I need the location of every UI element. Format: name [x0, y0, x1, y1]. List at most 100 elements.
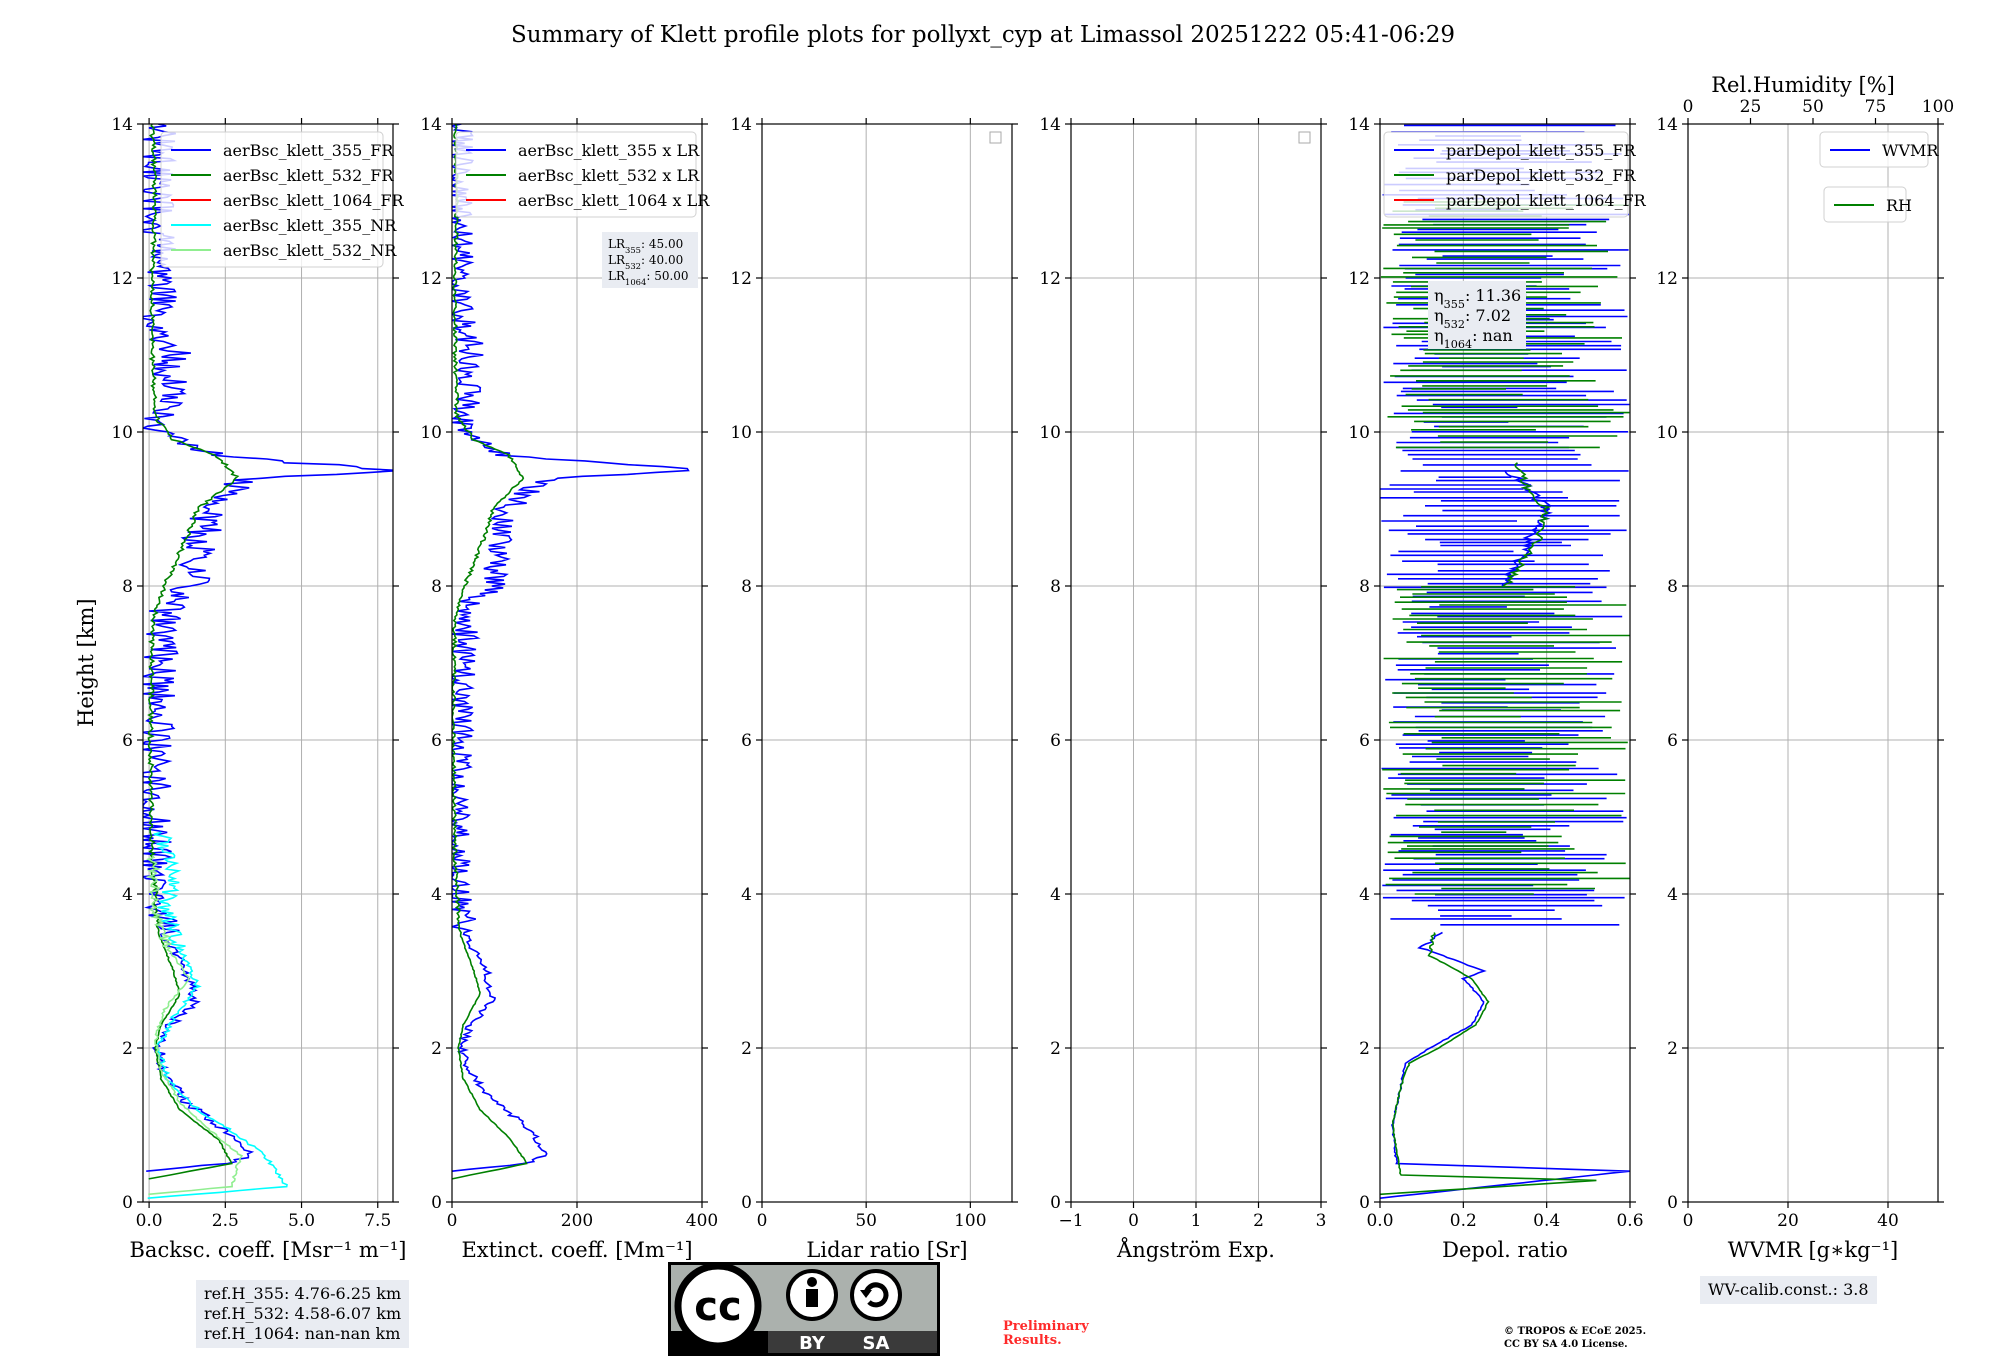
sa-arrow-icon [863, 1282, 889, 1308]
axes-frame [1379, 123, 1631, 1203]
annotation-line: η355: 11.36 [1434, 286, 1521, 311]
ytick-label: 6 [1667, 731, 1678, 751]
legend-bsc: aerBsc_klett_355_FR aerBsc_klett_532_FRae… [160, 131, 405, 268]
by-person-body-icon [806, 1289, 818, 1307]
xtick-label: 20 [1777, 1211, 1799, 1231]
legend-label: aerBsc_klett_532_FR [223, 166, 394, 185]
ref-height-532: ref.H_532: 4.58-6.07 km [204, 1304, 402, 1323]
ytick-label: 8 [741, 577, 752, 597]
xtick-label: 2.5 [212, 1211, 239, 1231]
xtick-label: 2 [1253, 1211, 1264, 1231]
ytick-label: 12 [730, 269, 752, 289]
legend-depol: parDepol_klett_355_FR parDepol_klett_532_… [1383, 131, 1647, 218]
axes-frame [761, 123, 1013, 1203]
panel-depol: 0 2 4 6 8 10 12 14 0.0 0.2 0.4 0.6 Depol. ratio parDe… [1348, 115, 1646, 1262]
ytick-label: 14 [1656, 115, 1678, 135]
annotation-box [602, 232, 698, 288]
legend-wvmr: WVMR [1819, 131, 1939, 168]
ytick-label: 0 [741, 1193, 752, 1213]
xtick-label: 40 [1877, 1211, 1899, 1231]
xtick-label: 0 [447, 1211, 458, 1231]
figure-title: Summary of Klett profile plots for polly… [510, 22, 1456, 48]
ytick-label: 4 [1667, 885, 1678, 905]
ytick-label: 2 [1359, 1039, 1370, 1059]
legend-label: parDepol_klett_1064_FR [1446, 191, 1647, 210]
annotation-line: LR532: 40.00 [608, 253, 683, 271]
copyright-line-2: CC BY SA 4.0 License. [1504, 1339, 1628, 1350]
x-axis-label: WVMR [g∗kg⁻¹] [1728, 1238, 1899, 1262]
axes-frame [1687, 123, 1939, 1203]
legend-box [160, 131, 384, 268]
annotation-line: LR1064: 50.00 [608, 269, 689, 287]
sa-icon [850, 1269, 902, 1321]
series-line [1501, 470, 1553, 587]
by-text: BY [799, 1333, 826, 1354]
top-xtick-label: 25 [1740, 97, 1762, 117]
ref-height-1064: ref.H_1064: nan-nan km [204, 1324, 401, 1343]
panel-lr: 0 2 4 6 8 10 12 14 0 50 100 Lidar ratio [Sr] [730, 115, 1018, 1262]
ytick-label: 0 [1667, 1193, 1678, 1213]
ytick-label: 8 [1667, 577, 1678, 597]
sa-text: SA [863, 1333, 890, 1354]
ytick-label: 4 [122, 885, 133, 905]
legend-label: aerBsc_klett_1064_FR [223, 191, 405, 210]
ytick-label: 8 [122, 577, 133, 597]
ytick-label: 6 [1050, 731, 1061, 751]
annotation-box [1428, 281, 1526, 349]
cc-text: cc [694, 1284, 741, 1330]
ytick-label: 4 [1050, 885, 1061, 905]
axes-frame [142, 123, 394, 1203]
y-axis-label: Height [km] [74, 598, 98, 727]
xtick-label: 0.2 [1450, 1211, 1477, 1231]
ytick-label: 6 [122, 731, 133, 751]
series-line [452, 124, 528, 1180]
xtick-label: 0 [1683, 1211, 1694, 1231]
ytick-label: 6 [431, 731, 442, 751]
ytick-label: 0 [1050, 1193, 1061, 1213]
x-axis-label: Ångström Exp. [1116, 1237, 1275, 1262]
series-group [143, 124, 393, 1199]
ytick-label: 12 [1348, 269, 1370, 289]
x-axis-label: Lidar ratio [Sr] [806, 1238, 967, 1262]
xtick-label: 0.4 [1533, 1211, 1560, 1231]
wv-calib-box: WV-calib.const.: 3.8 [1700, 1276, 1877, 1304]
legend-ext: aerBsc_klett_355 x LR aerBsc_klett_532 x … [455, 131, 710, 218]
xtick-label: 3 [1316, 1211, 1327, 1231]
ytick-label: 6 [1359, 731, 1370, 751]
ytick-label: 2 [1667, 1039, 1678, 1059]
x-axis-label: Backsc. coeff. [Msr⁻¹ m⁻¹] [130, 1238, 407, 1262]
series-line [1502, 462, 1552, 587]
badge-bottom [768, 1331, 937, 1353]
legend-label: aerBsc_klett_355_FR [223, 141, 394, 160]
legend-label: parDepol_klett_532_FR [1446, 166, 1637, 185]
preliminary-line-2: Results. [1003, 1333, 1062, 1348]
panel-ext: 0 2 4 6 8 10 12 14 0 200 400 Extinct. coeff. [Mm⁻¹]… [420, 115, 718, 1262]
license-badge: cc BY SA [668, 1262, 940, 1356]
xtick-label: 200 [561, 1211, 593, 1231]
xtick-label: 0 [1128, 1211, 1139, 1231]
ytick-label: 12 [1656, 269, 1678, 289]
ref-height-355: ref.H_355: 4.76-6.25 km [204, 1284, 402, 1303]
ytick-label: 10 [420, 423, 442, 443]
preliminary-results: Preliminary Results. [1003, 1320, 1089, 1348]
legend-box [1819, 131, 1929, 168]
ytick-label: 10 [730, 423, 752, 443]
ytick-label: 14 [1348, 115, 1370, 135]
legend-label: aerBsc_klett_355_NR [223, 216, 397, 235]
series-line [143, 124, 393, 1172]
series-line [452, 124, 690, 1172]
ytick-label: 10 [1656, 423, 1678, 443]
series-line [147, 124, 240, 1180]
xtick-label: 0.0 [136, 1211, 163, 1231]
xtick-label: 5.0 [288, 1211, 315, 1231]
ytick-label: 4 [741, 885, 752, 905]
empty-legend [1298, 131, 1311, 144]
ytick-label: 10 [1348, 423, 1370, 443]
ref-height-box: ref.H_355: 4.76-6.25 km ref.H_532: 4.58-… [196, 1280, 410, 1348]
ytick-label: 14 [111, 115, 133, 135]
by-person-head-icon [807, 1277, 817, 1287]
top-xtick-label: 50 [1802, 97, 1824, 117]
xtick-label: 100 [954, 1211, 986, 1231]
